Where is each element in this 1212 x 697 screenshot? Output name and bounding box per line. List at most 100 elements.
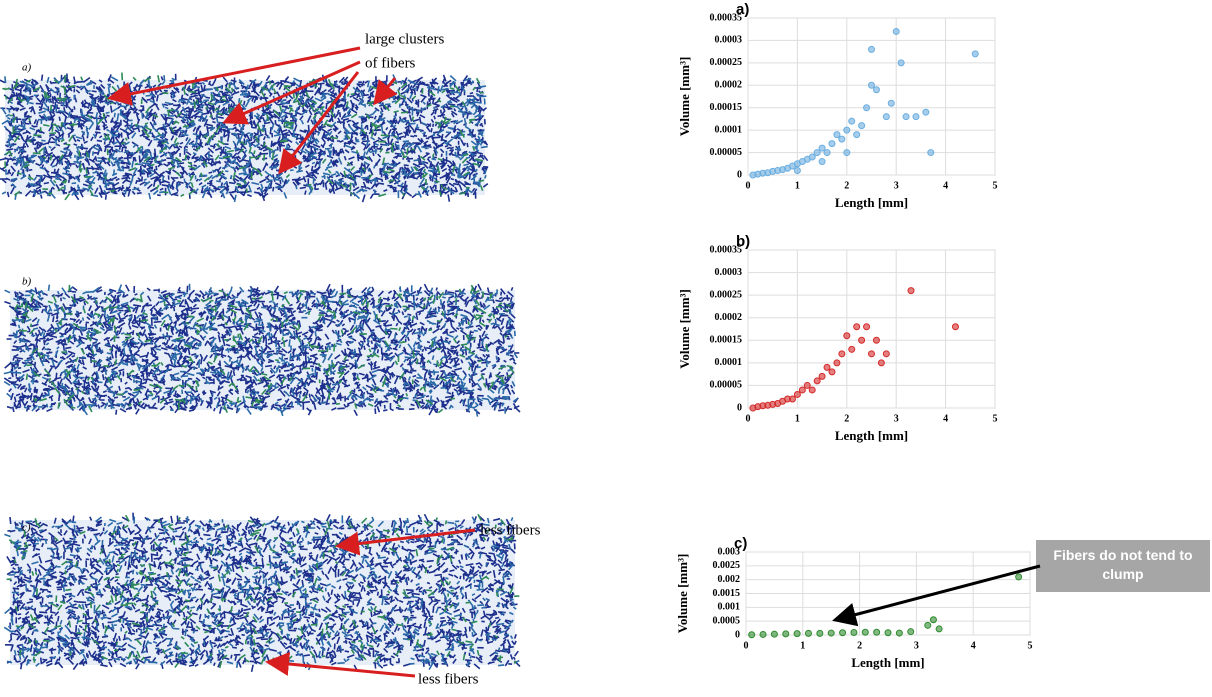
x-tick-label: 3	[894, 413, 899, 424]
x-tick-label: 5	[993, 413, 998, 424]
point	[793, 390, 801, 398]
y-tick-label: 0.00015	[710, 102, 743, 113]
point	[838, 350, 846, 358]
callout-arrow	[832, 564, 1041, 627]
point	[902, 113, 910, 121]
point	[848, 117, 856, 125]
point	[803, 381, 811, 389]
fiber-texture	[4, 512, 521, 672]
panel-label: a)	[22, 62, 32, 74]
point	[808, 153, 816, 161]
y-tick-label: 0.0002	[715, 312, 743, 323]
point	[843, 126, 851, 134]
point	[863, 323, 871, 331]
y-tick-label: 0.001	[718, 602, 741, 613]
point	[892, 27, 900, 35]
point	[1015, 573, 1023, 581]
point	[828, 368, 836, 376]
point	[838, 135, 846, 143]
point	[816, 629, 824, 637]
point	[788, 395, 796, 403]
y-tick-label: 0	[735, 629, 740, 640]
point	[823, 363, 831, 371]
panel-label: b)	[22, 276, 32, 288]
point	[872, 336, 880, 344]
point	[907, 287, 915, 295]
point	[922, 108, 930, 116]
y-tick-label: 0.00005	[710, 380, 743, 391]
x-tick-label: 1	[795, 180, 800, 191]
point	[759, 630, 767, 638]
annotation: of fibers	[365, 55, 416, 71]
point	[971, 50, 979, 58]
y-tick-label: 0.0003	[715, 267, 743, 278]
point	[868, 45, 875, 53]
point	[828, 140, 836, 148]
x-tick-label: 3	[914, 640, 919, 651]
y-tick-label: 0.00025	[710, 57, 743, 68]
x-tick-label: 3	[894, 180, 899, 191]
y-tick-label: 0.0015	[713, 588, 741, 599]
chart-title: a)	[736, 1, 749, 18]
point	[935, 625, 943, 633]
x-tick-label: 1	[795, 413, 800, 424]
point	[882, 113, 890, 121]
y-tick-label: 0.0003	[715, 35, 743, 46]
point	[853, 131, 861, 139]
chart-title: c)	[734, 535, 747, 552]
point	[912, 113, 920, 121]
point	[833, 359, 841, 367]
y-axis-title: Volume [mm³]	[677, 289, 692, 369]
point	[813, 377, 821, 385]
y-tick-label: 0.00025	[710, 289, 743, 300]
point	[793, 630, 801, 638]
point	[813, 149, 821, 157]
x-tick-label: 4	[943, 413, 948, 424]
point	[798, 386, 806, 394]
chart: 0 0.00005 0.0001 0.00015 0.0002 0.00025 0.0003…	[677, 233, 998, 443]
point	[951, 323, 959, 331]
point	[877, 359, 885, 367]
point	[833, 131, 841, 139]
y-tick-label: 0.003	[718, 546, 741, 557]
chart: 0 0.0005 0.001 0.0015 0.002 0.0025 0.003 0 1 2 3 4 5…	[675, 535, 1033, 670]
y-tick-label: 0.0001	[715, 124, 743, 135]
point	[927, 149, 935, 157]
point	[818, 144, 826, 152]
fiber-texture	[1, 74, 488, 203]
y-tick-label: 0	[737, 169, 742, 180]
callout-text: Fibers do not tend to clump	[1053, 547, 1193, 582]
x-tick-label: 5	[993, 180, 998, 191]
y-tick-label: 0.00015	[710, 335, 743, 346]
x-axis-title: Length [mm]	[835, 195, 908, 210]
y-axis-title: Volume [mm³]	[675, 554, 690, 634]
x-tick-label: 0	[746, 413, 751, 424]
x-tick-label: 2	[857, 640, 862, 651]
fiber-texture	[6, 513, 520, 669]
y-tick-label: 0.0025	[713, 560, 741, 571]
point	[861, 628, 869, 636]
point	[897, 59, 905, 67]
point	[748, 631, 756, 639]
point	[868, 81, 875, 89]
x-tick-label: 0	[744, 640, 749, 651]
point	[804, 629, 812, 637]
y-tick-label: 0.0005	[713, 615, 741, 626]
point	[929, 616, 937, 624]
plot-area	[747, 17, 996, 176]
point	[873, 628, 881, 636]
x-tick-label: 2	[844, 180, 849, 191]
point	[858, 336, 866, 344]
y-tick-label: 0.002	[718, 574, 741, 585]
annotation: less fibers	[418, 671, 479, 687]
point	[853, 323, 861, 331]
point	[818, 158, 826, 166]
callout-box	[1036, 540, 1210, 592]
point	[868, 350, 875, 358]
y-tick-label: 0.00035	[710, 12, 743, 23]
annotation: large clusters	[365, 31, 444, 47]
point	[858, 122, 866, 130]
y-axis-title: Volume [mm³]	[677, 57, 692, 137]
chart-title: b)	[736, 233, 750, 250]
